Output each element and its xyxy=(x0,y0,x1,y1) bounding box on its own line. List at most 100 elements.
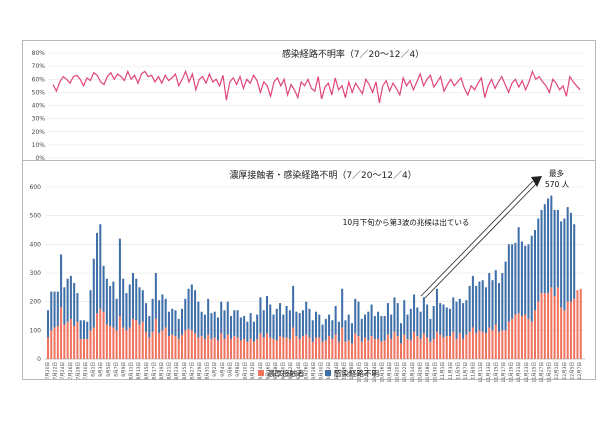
trend-arrow-line-b xyxy=(424,182,538,299)
bar-close-contact xyxy=(442,337,445,359)
x-tick-label: 11月3日 xyxy=(448,362,454,380)
x-tick-label: 11月23日 xyxy=(524,362,530,382)
x-tick-label: 12月5日 xyxy=(569,362,575,380)
x-tick-label: 8月25日 xyxy=(182,362,188,380)
bar-unknown xyxy=(259,297,262,334)
bar-unknown xyxy=(246,321,249,342)
bar-close-contact xyxy=(498,331,501,359)
bar-close-contact xyxy=(426,337,429,359)
wave-annotation: 10月下旬から第3波の兆候は出ている xyxy=(343,217,470,227)
bar-close-contact xyxy=(455,338,458,359)
bar-close-contact xyxy=(128,327,131,359)
bar-unknown xyxy=(86,321,89,339)
bar-unknown xyxy=(69,275,72,319)
x-tick-label: 9月2日 xyxy=(212,362,218,377)
bar-unknown xyxy=(481,280,484,332)
bar-close-contact xyxy=(324,340,327,359)
bar-unknown xyxy=(439,303,442,335)
bar-close-contact xyxy=(452,331,455,359)
bar-unknown xyxy=(364,314,367,338)
bar-close-contact xyxy=(79,338,82,359)
x-tick-label: 10月4日 xyxy=(334,362,340,380)
bar-close-contact xyxy=(383,340,386,359)
bar-close-contact xyxy=(504,330,507,359)
bar-unknown xyxy=(396,303,399,337)
bar-close-contact xyxy=(92,327,95,359)
bar-close-contact xyxy=(292,327,295,359)
bar-close-contact xyxy=(344,341,347,359)
top-y-tick-label: 60% xyxy=(32,76,46,83)
bar-close-contact xyxy=(413,331,416,359)
bar-close-contact xyxy=(550,287,553,359)
bar-unknown xyxy=(328,314,331,337)
bar-close-contact xyxy=(380,341,383,359)
bar-close-contact xyxy=(177,338,180,359)
cases-chart-panel: 0 100 200 300 400 500 600 7月20日 7月22日 7月24日 7月26日… xyxy=(22,160,596,382)
bar-unknown xyxy=(305,301,308,335)
bar-unknown xyxy=(449,308,452,337)
bar-close-contact xyxy=(239,340,242,359)
x-tick-label: 10月16日 xyxy=(379,362,385,382)
bar-unknown xyxy=(471,275,474,328)
bar-close-contact xyxy=(409,340,412,359)
bar-unknown xyxy=(60,254,63,308)
x-tick-label: 9月22日 xyxy=(288,362,294,380)
bar-unknown xyxy=(190,284,193,331)
trend-arrow-head xyxy=(531,176,542,187)
bar-close-contact xyxy=(125,330,128,359)
bar-close-contact xyxy=(547,293,550,359)
x-tick-label: 12月1日 xyxy=(554,362,560,380)
x-tick-label: 7月22日 xyxy=(53,362,59,380)
bar-close-contact xyxy=(194,333,197,359)
x-tick-label: 8月19日 xyxy=(159,362,165,380)
x-tick-label: 10月20日 xyxy=(395,362,401,382)
bar-unknown xyxy=(560,221,563,308)
trend-arrow-line-a xyxy=(420,180,534,297)
bar-unknown xyxy=(337,321,340,342)
bar-unknown xyxy=(553,209,556,296)
bar-close-contact xyxy=(458,333,461,359)
bar-close-contact xyxy=(449,336,452,359)
bar-close-contact xyxy=(131,318,135,359)
bar-close-contact xyxy=(190,330,193,359)
top-y-tick-label: 20% xyxy=(32,129,46,136)
x-tick-label: 11月9日 xyxy=(471,362,477,380)
bar-unknown xyxy=(256,314,259,339)
bar-unknown xyxy=(537,218,540,302)
bar-unknown xyxy=(321,324,324,342)
bar-unknown xyxy=(223,310,226,339)
bar-close-contact xyxy=(184,330,187,359)
bar-unknown xyxy=(252,321,255,342)
x-tick-label: 8月5日 xyxy=(106,362,112,377)
bar-unknown xyxy=(511,244,514,319)
bar-close-contact xyxy=(275,340,278,359)
bar-unknown xyxy=(435,288,438,332)
bar-unknown xyxy=(265,295,269,334)
bar-unknown xyxy=(563,218,566,311)
bar-unknown xyxy=(154,273,157,319)
x-tick-label: 8月11日 xyxy=(129,362,135,380)
x-tick-label: 8月17日 xyxy=(151,362,157,380)
bar-close-contact xyxy=(419,338,422,359)
bar-close-contact xyxy=(295,336,298,359)
bar-unknown xyxy=(167,311,170,337)
bar-unknown xyxy=(171,308,174,335)
x-tick-label: 11月25日 xyxy=(531,362,537,382)
bar-close-contact xyxy=(318,337,321,359)
bar-unknown xyxy=(203,314,206,339)
bar-close-contact xyxy=(478,330,481,359)
bar-close-contact xyxy=(112,327,115,359)
bar-unknown xyxy=(540,209,543,294)
bar-unknown xyxy=(399,323,403,344)
bar-close-contact xyxy=(367,340,370,359)
bar-close-contact xyxy=(200,336,203,359)
bar-close-contact xyxy=(517,313,520,359)
unknown-rate-chart-title: 感染経路不明率（7／20〜12／4） xyxy=(282,48,424,60)
bar-close-contact xyxy=(151,331,154,359)
bar-unknown xyxy=(66,278,69,322)
bar-close-contact xyxy=(89,330,92,359)
x-tick-label: 8月29日 xyxy=(197,362,203,380)
bar-unknown xyxy=(92,258,95,328)
bar-unknown xyxy=(507,244,510,322)
bar-unknown xyxy=(422,297,425,334)
